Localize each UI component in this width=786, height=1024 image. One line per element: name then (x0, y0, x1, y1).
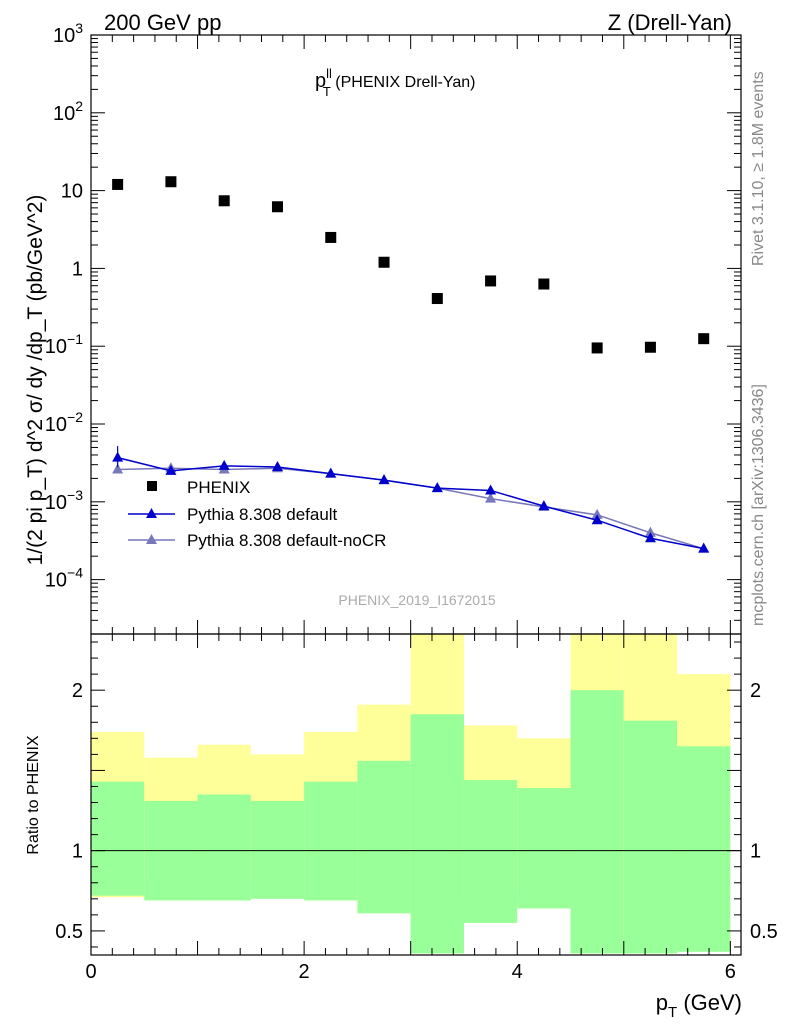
ratio-band-inner (91, 781, 145, 896)
ratio-y-tick-label-right: 1 (750, 841, 761, 863)
point-default (378, 474, 390, 485)
ratio-frame (90, 633, 742, 956)
y-tick-label: 10−1 (45, 331, 83, 358)
ratio-y-tick-label: 1 (72, 841, 83, 863)
series-line-default (117, 456, 704, 550)
legend-label-phenix: PHENIX (187, 478, 250, 497)
point-default (271, 461, 283, 472)
ratio-y-tick-label-right: 0.5 (750, 921, 778, 943)
x-tick-label: 2 (299, 961, 310, 983)
point-phenix (165, 176, 177, 188)
legend-label-nocr: Pythia 8.308 default-noCR (187, 531, 386, 550)
ratio-ylabel: Ratio to PHENIX (25, 735, 42, 854)
point-phenix (218, 195, 230, 207)
x-tick-label: 4 (512, 961, 523, 983)
point-phenix (325, 231, 337, 243)
ratio-band-inner (357, 760, 411, 914)
header-left: 200 GeV pp (104, 10, 221, 35)
point-default (591, 514, 603, 525)
point-phenix (112, 178, 124, 190)
point-nocr (112, 463, 124, 474)
y-tick-label: 1 (72, 258, 83, 280)
legend-label-default: Pythia 8.308 default (187, 505, 338, 524)
x-tick-label: 6 (725, 961, 736, 983)
point-phenix (644, 341, 656, 353)
ratio-band-inner (410, 714, 464, 954)
ratio-y-tick-label: 0.5 (55, 921, 83, 943)
x-axis-label: pT (GeV) (656, 990, 742, 1021)
y-tick-label: 102 (53, 98, 83, 125)
legend-marker-phenix (147, 481, 157, 491)
point-phenix (698, 333, 710, 345)
point-nocr (485, 492, 497, 503)
legend-marker-nocr (146, 534, 157, 544)
ratio-band-inner (463, 780, 518, 923)
ratio-band-inner (304, 781, 358, 901)
point-phenix (378, 256, 390, 268)
point-default (485, 484, 497, 495)
point-default (538, 500, 550, 511)
ratio-bands (91, 634, 731, 954)
point-default (165, 464, 177, 475)
main-plot-area (112, 176, 710, 553)
point-phenix (485, 275, 497, 287)
ratio-y-tick-label: 2 (72, 680, 83, 702)
y-tick-label: 10 (61, 181, 83, 203)
ratio-band-inner (677, 746, 731, 952)
point-nocr (591, 508, 603, 519)
x-tick-label: 0 (85, 961, 96, 983)
point-default (431, 482, 443, 493)
point-phenix (538, 278, 550, 290)
ratio-band-inner (570, 690, 624, 954)
point-phenix (591, 342, 603, 354)
point-default (218, 459, 230, 470)
point-default (644, 532, 656, 543)
y-tick-label: 10−2 (45, 409, 83, 436)
legend: PHENIX Pythia 8.308 default Pythia 8.308… (128, 478, 386, 550)
point-nocr (644, 526, 656, 537)
y-tick-label: 10−3 (45, 487, 83, 514)
ratio-band-inner (517, 788, 571, 909)
point-phenix (431, 293, 443, 305)
ratio-y-tick-label-right: 2 (750, 680, 761, 702)
y-tick-label: 10−4 (45, 565, 83, 592)
rivet-label: Rivet 3.1.10, ≥ 1.8M events (750, 71, 767, 266)
main-title: pll T (PHENIX Drell-Yan) (315, 66, 475, 99)
ratio-band-inner (197, 794, 251, 901)
watermark: PHENIX_2019_I1672015 (338, 592, 495, 608)
main-ylabel: 1/(2 pi p_T) d^2 σ/ dy /dp_T (pb/GeV^2) (24, 195, 47, 566)
y-tick-label: 103 (53, 20, 83, 47)
legend-marker-default (146, 508, 157, 518)
header-right: Z (Drell-Yan) (608, 10, 732, 35)
ratio-band-inner (623, 720, 678, 954)
point-phenix (271, 201, 283, 213)
point-default (698, 542, 710, 553)
ratio-band-inner (250, 800, 305, 899)
point-default (325, 467, 337, 478)
mcplots-label: mcplots.cern.ch [arXiv:1306.3436] (750, 384, 767, 626)
